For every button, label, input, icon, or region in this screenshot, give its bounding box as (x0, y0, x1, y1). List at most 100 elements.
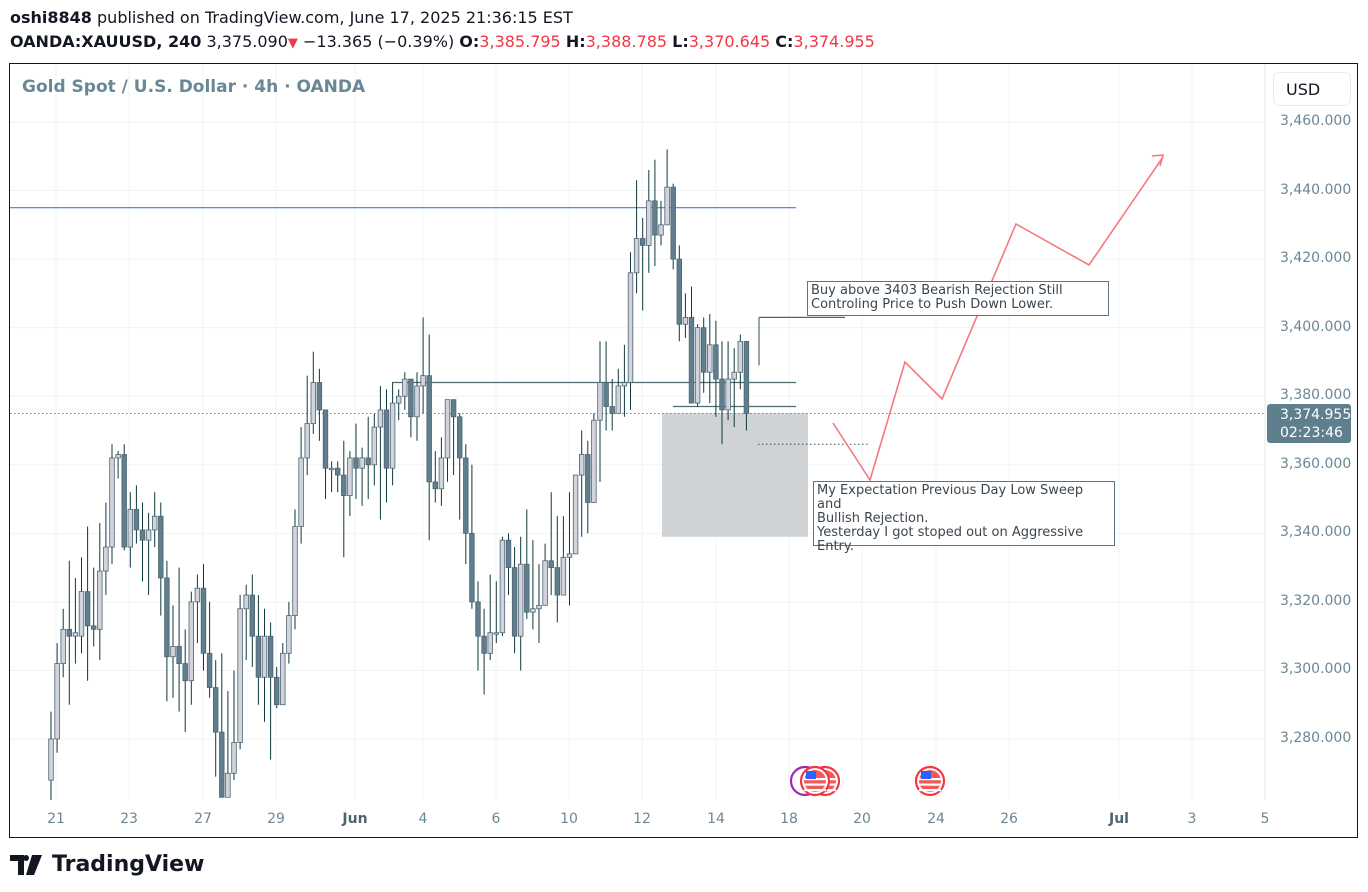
bearish-candle (334, 467, 341, 476)
bullish-candle (633, 238, 640, 274)
price-axis-label: 3,460.000 (1280, 113, 1352, 129)
time-axis-label: 3 (1187, 811, 1197, 827)
bullish-candle (225, 772, 231, 798)
time-axis-label: 14 (707, 811, 725, 827)
note-text: Controling Price to Push Down Lower. (811, 297, 1054, 312)
flag-canton (806, 771, 816, 779)
bullish-candle (194, 587, 201, 603)
bullish-candle (97, 570, 103, 630)
bullish-candle (103, 546, 109, 572)
author-name[interactable]: oshi8848 (10, 8, 92, 27)
bearish-candle (267, 635, 274, 678)
high-value: 3,388.785 (585, 32, 668, 51)
bullish-candle (707, 344, 713, 373)
bearish-candle (463, 457, 469, 534)
logo-text: TradingView (52, 852, 205, 877)
note-text: Entry. (817, 539, 854, 554)
time-axis-label: 4 (418, 811, 428, 827)
bearish-candle (701, 327, 707, 373)
close-value: 3,374.955 (793, 32, 875, 51)
bullish-candle (304, 423, 310, 459)
bearish-candle (383, 409, 390, 469)
price-axis-label: 3,440.000 (1280, 181, 1352, 198)
bullish-candle (395, 395, 402, 404)
symbol-label: OANDA:XAUUSD, 240 (10, 32, 202, 51)
bearish-candle (609, 406, 615, 414)
time-axis-label: 21 (47, 811, 65, 827)
flag-stripe (804, 789, 826, 792)
open-label: O: (459, 32, 480, 51)
bearish-candle (670, 186, 676, 260)
bullish-candle (188, 601, 194, 682)
last-price-tag: 3,374.955 02:23:46 (1267, 404, 1351, 443)
bullish-candle (127, 508, 133, 548)
bearish-candle (408, 378, 414, 418)
low-value: 3,370.645 (688, 32, 771, 51)
tradingview-logo[interactable]: TradingView (10, 852, 204, 877)
flag-stripe (919, 789, 941, 792)
bearish-candle (743, 340, 750, 414)
time-axis-label: 5 (1260, 811, 1270, 827)
bullish-candle (591, 419, 597, 503)
note-buy-above[interactable]: Buy above 3403 Bearish Rejection Still C… (807, 281, 1109, 316)
publish-line: oshi8848 published on TradingView.com, J… (10, 6, 875, 30)
bearish-candle (164, 577, 170, 658)
time-axis-label: 10 (560, 811, 578, 827)
flag-canton (921, 771, 931, 779)
bearish-candle (505, 539, 512, 569)
chart-frame[interactable] (9, 63, 1358, 838)
time-axis-label: 18 (780, 811, 798, 827)
bearish-candle (139, 529, 146, 541)
bullish-candle (298, 457, 304, 527)
bearish-candle (713, 344, 719, 380)
price-axis-label: 3,320.000 (1280, 592, 1352, 609)
tradingview-logo-icon (10, 854, 42, 875)
time-axis-label: 20 (853, 811, 871, 827)
bearish-candle (219, 731, 225, 798)
bearish-candle (182, 663, 188, 682)
bearish-candle (676, 258, 682, 325)
bullish-candle (731, 371, 737, 380)
bearish-candle (249, 594, 255, 637)
price-axis-label: 3,300.000 (1280, 661, 1352, 678)
bullish-candle (145, 529, 152, 541)
bearish-candle (341, 474, 347, 497)
bullish-candle (438, 457, 445, 490)
bullish-candle (444, 399, 451, 459)
time-axis-label: Jun (342, 811, 368, 827)
note-expectation[interactable]: My Expectation Previous Day Low Sweep an… (813, 481, 1115, 554)
bearish-candle (426, 375, 432, 483)
time-axis-label: 6 (491, 811, 501, 827)
note-text: Buy above 3403 Bearish Rejection Still (811, 283, 1063, 298)
bearish-candle (206, 652, 213, 688)
bullish-candle (72, 632, 79, 637)
bearish-candle (353, 457, 359, 469)
projection-path (832, 156, 1164, 482)
bearish-candle (91, 625, 97, 630)
price-change: −13.365 (−0.39%) (303, 32, 455, 51)
bearish-candle (450, 399, 457, 418)
bearish-candle (688, 316, 695, 404)
bearish-candle (585, 454, 591, 503)
bullish-candle (170, 646, 176, 658)
bearish-candle (158, 515, 164, 579)
flag-stripe (804, 778, 826, 781)
bullish-candle (518, 563, 524, 637)
time-axis-label: 23 (120, 811, 138, 827)
bullish-candle (420, 375, 426, 387)
bearish-candle (273, 676, 280, 706)
price-axis-label: 3,340.000 (1280, 524, 1352, 541)
bullish-candle (54, 663, 60, 740)
bearish-candle (652, 200, 658, 236)
bullish-candle (725, 378, 731, 411)
bullish-candle (237, 608, 243, 743)
bearish-candle (66, 628, 72, 637)
flag-stripe (804, 783, 826, 786)
currency-button[interactable]: USD (1273, 72, 1351, 106)
bullish-candle (664, 186, 670, 226)
bullish-candle (499, 539, 506, 634)
high-label: H: (565, 32, 586, 51)
bullish-candle (530, 608, 536, 613)
price-axis-label: 3,360.000 (1280, 455, 1352, 472)
